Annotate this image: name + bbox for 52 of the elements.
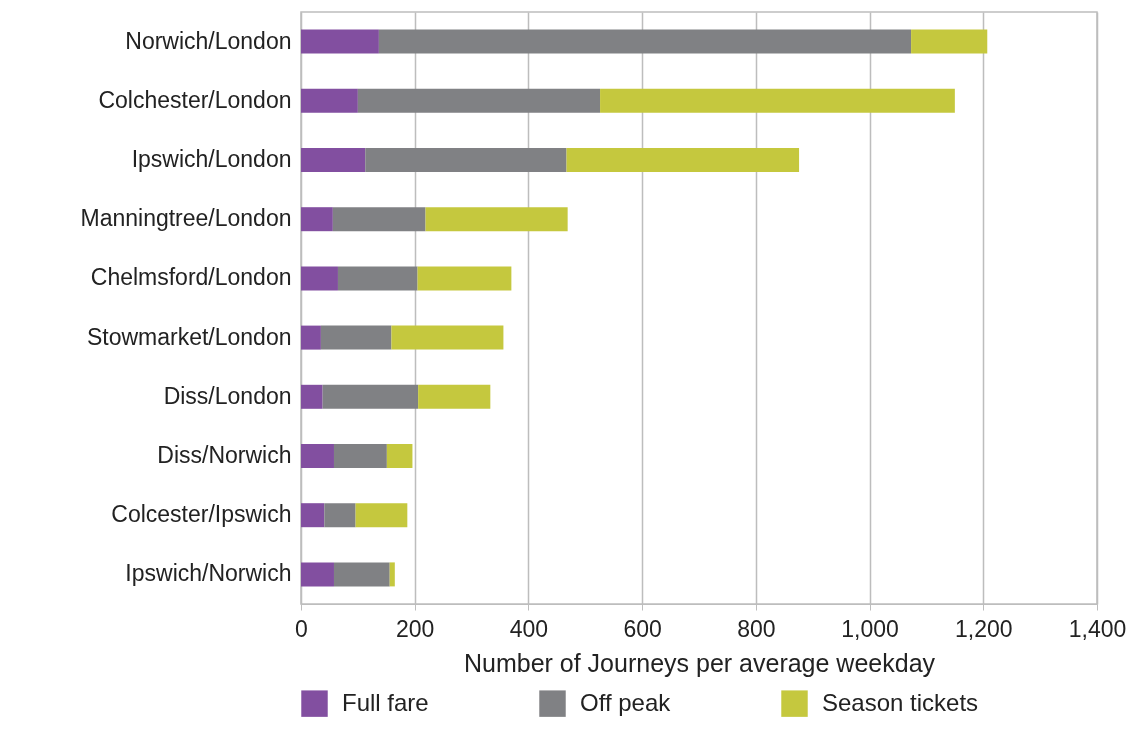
bar — [301, 88, 358, 113]
y-tick-label: Diss/London — [163, 382, 292, 409]
x-tick-label: 800 — [737, 615, 776, 642]
bar — [301, 207, 333, 232]
bar — [911, 29, 988, 54]
bar — [417, 266, 512, 291]
bar — [333, 562, 390, 587]
bar — [301, 325, 321, 350]
bar — [324, 503, 356, 528]
bar — [322, 384, 419, 409]
y-tick-label: Colchester/London — [98, 86, 292, 113]
x-tick-label: 200 — [396, 615, 435, 642]
y-tick-label: Colcester/Ipswich — [111, 501, 292, 528]
bar — [320, 325, 392, 350]
bar — [357, 88, 601, 113]
bar — [301, 444, 334, 468]
bar — [386, 444, 413, 468]
bar — [365, 148, 567, 172]
bar — [355, 503, 408, 528]
y-tick-label: Ipswich/Norwich — [125, 560, 292, 587]
bar — [301, 384, 323, 409]
bar — [389, 562, 395, 587]
y-tick-label: Ipswich/London — [131, 146, 292, 172]
bar — [378, 29, 912, 54]
y-tick-label: Chelmsford/London — [90, 264, 292, 291]
bar — [301, 29, 379, 54]
bar — [333, 444, 387, 468]
bar — [600, 88, 955, 113]
bar — [301, 266, 338, 291]
bar — [337, 266, 418, 291]
x-tick-label: 600 — [623, 615, 662, 642]
bar — [301, 148, 366, 172]
bar — [566, 148, 800, 172]
x-tick-label: 400 — [509, 615, 549, 642]
legend-label: Full fare — [342, 688, 429, 716]
y-tick-label: Manningtree/London — [80, 205, 292, 232]
bar — [391, 325, 504, 350]
y-tick-label: Norwich/London — [125, 27, 292, 54]
bar — [301, 503, 325, 528]
x-tick-label: 1,000 — [841, 615, 899, 642]
x-tick-label: 1,400 — [1068, 615, 1127, 642]
legend-label: Season tickets — [822, 688, 979, 716]
x-tick-label: 0 — [295, 615, 308, 642]
legend-label: Off peak — [580, 688, 672, 716]
y-tick-label: Diss/Norwich — [157, 442, 292, 468]
y-tick-label: Stowmarket/London — [86, 323, 292, 350]
x-axis-title: Number of Journeys per average weekday — [463, 648, 936, 677]
bar — [418, 384, 491, 409]
bar — [301, 562, 334, 587]
bar — [425, 207, 568, 232]
bar — [332, 207, 426, 232]
x-tick-label: 1,200 — [955, 615, 1013, 642]
